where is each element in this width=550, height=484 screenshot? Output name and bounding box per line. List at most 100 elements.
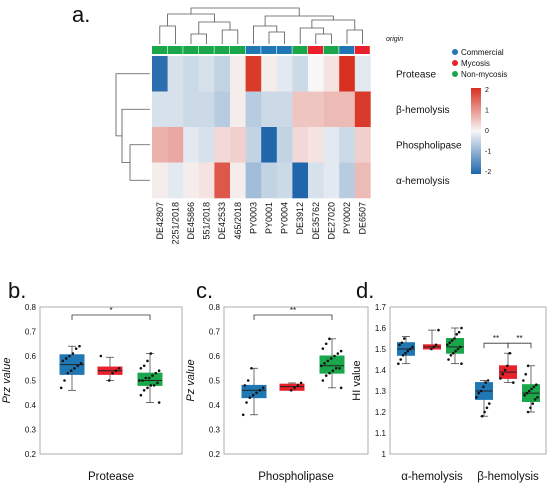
heatmap-column-label: DE42807	[155, 202, 165, 240]
data-point	[149, 384, 153, 387]
heatmap-column-label: DE35762	[311, 202, 321, 240]
legend-swatch	[452, 60, 458, 66]
data-point	[434, 343, 438, 347]
heatmap-column-label: DE6507	[358, 202, 368, 235]
data-point	[258, 389, 262, 392]
data-point	[397, 362, 400, 366]
data-point	[323, 362, 326, 365]
data-point	[406, 349, 410, 353]
data-point	[326, 359, 330, 363]
y-axis-label: HI value	[351, 360, 363, 400]
heatmap-row-label: β-hemolysis	[396, 105, 450, 116]
x-category-label: β-hemolysis	[477, 471, 539, 483]
origin-cell	[276, 46, 292, 54]
data-point	[430, 347, 433, 351]
data-point	[402, 337, 406, 340]
significance-label: *	[109, 306, 112, 315]
dendrogram-branch	[264, 15, 334, 26]
heatmap-cell	[354, 91, 371, 128]
data-point	[458, 345, 462, 349]
data-point	[73, 366, 76, 370]
heatmap-cell	[167, 162, 184, 199]
heatmap-cell	[276, 56, 293, 92]
heatmap-cell	[276, 91, 293, 128]
heatmap-cell	[167, 127, 184, 163]
heatmap-column-label: 2251/2018	[170, 202, 180, 245]
y-tick-label: 1.2	[375, 408, 387, 417]
dendrogram-branch	[315, 33, 332, 44]
data-point	[107, 379, 111, 382]
colorbar-tick-label: 0	[485, 128, 489, 135]
dendrogram-branch	[268, 31, 285, 44]
data-point	[139, 393, 143, 397]
heatmap-cell	[308, 162, 324, 199]
x-category-label: Phospholipase	[258, 471, 333, 483]
data-point	[531, 402, 535, 405]
heatmap-cell	[230, 91, 246, 128]
origin-cell	[152, 46, 167, 54]
colorbar-rect	[471, 88, 481, 174]
heatmap-cell	[198, 56, 215, 92]
y-tick-label: 0.4	[25, 401, 37, 410]
heatmap-cell	[198, 91, 215, 128]
y-tick-label: 0.7	[209, 328, 221, 337]
plot-frame	[389, 306, 547, 455]
heatmap-cell	[261, 56, 278, 92]
y-tick-label: 1.3	[375, 387, 387, 396]
heatmap-cells	[152, 56, 371, 199]
data-point	[63, 379, 66, 382]
dendrogram-branch	[115, 73, 150, 137]
data-point	[157, 401, 161, 404]
colorbar-tick-label: 1	[485, 108, 489, 115]
heatmap-cell	[230, 127, 246, 163]
data-point	[524, 372, 528, 376]
x-category-label: Protease	[88, 471, 134, 483]
heatmap-column-label: DE45866	[186, 202, 196, 240]
colorbar-tick-label: 2	[485, 87, 489, 94]
data-point	[408, 347, 412, 351]
data-point	[480, 414, 484, 418]
data-point	[61, 359, 65, 363]
data-point	[137, 379, 141, 382]
data-point	[411, 345, 414, 349]
data-point	[144, 376, 148, 380]
data-point	[324, 374, 328, 377]
heatmap-column-label: DE42533	[217, 202, 227, 240]
data-point	[139, 366, 143, 370]
data-point	[477, 391, 481, 395]
data-point	[525, 391, 529, 395]
x-category-label: α-hemolysis	[401, 471, 463, 483]
heatmap-cell	[323, 56, 340, 92]
data-point	[487, 402, 491, 405]
column-dendrogram	[159, 7, 363, 44]
data-point	[526, 364, 530, 368]
protease-boxplot: 0.2 0.3 0.4 0.5 0.6 0.7 0.8 Prz value Protease *	[1, 303, 183, 483]
data-point	[299, 381, 303, 385]
significance-bracket	[507, 342, 532, 349]
data-point	[333, 354, 336, 358]
data-point	[437, 328, 440, 332]
data-point	[404, 351, 407, 355]
dendrogram-branch	[129, 144, 150, 181]
heatmap-cell	[339, 56, 356, 92]
heatmap-cell	[152, 56, 168, 92]
data-point	[76, 364, 80, 368]
heatmap-row-label: Phospholipase	[396, 140, 462, 151]
origin-cell	[323, 46, 339, 54]
heatmap: origin Protease β-hemolysis Phospholipase α…	[115, 7, 507, 245]
data-point	[66, 371, 70, 375]
heatmap-cell	[152, 91, 168, 128]
data-point	[448, 341, 452, 345]
data-point	[251, 393, 255, 397]
y-tick-label: 1	[382, 450, 387, 459]
data-point	[536, 396, 539, 399]
data-point	[451, 351, 455, 355]
origin-track-label: origin	[386, 36, 403, 43]
data-point	[319, 364, 323, 368]
y-tick-label: 0.5	[25, 377, 37, 386]
data-point	[69, 369, 73, 373]
heatmap-cell	[183, 91, 200, 128]
box-non-mycosis	[319, 355, 345, 374]
hemolysis-boxplot: 1 1.1 1.2 1.3 1.4 1.5 1.6 1.7 HI value α-hemolysi…	[351, 303, 547, 483]
heatmap-cell	[198, 127, 215, 163]
